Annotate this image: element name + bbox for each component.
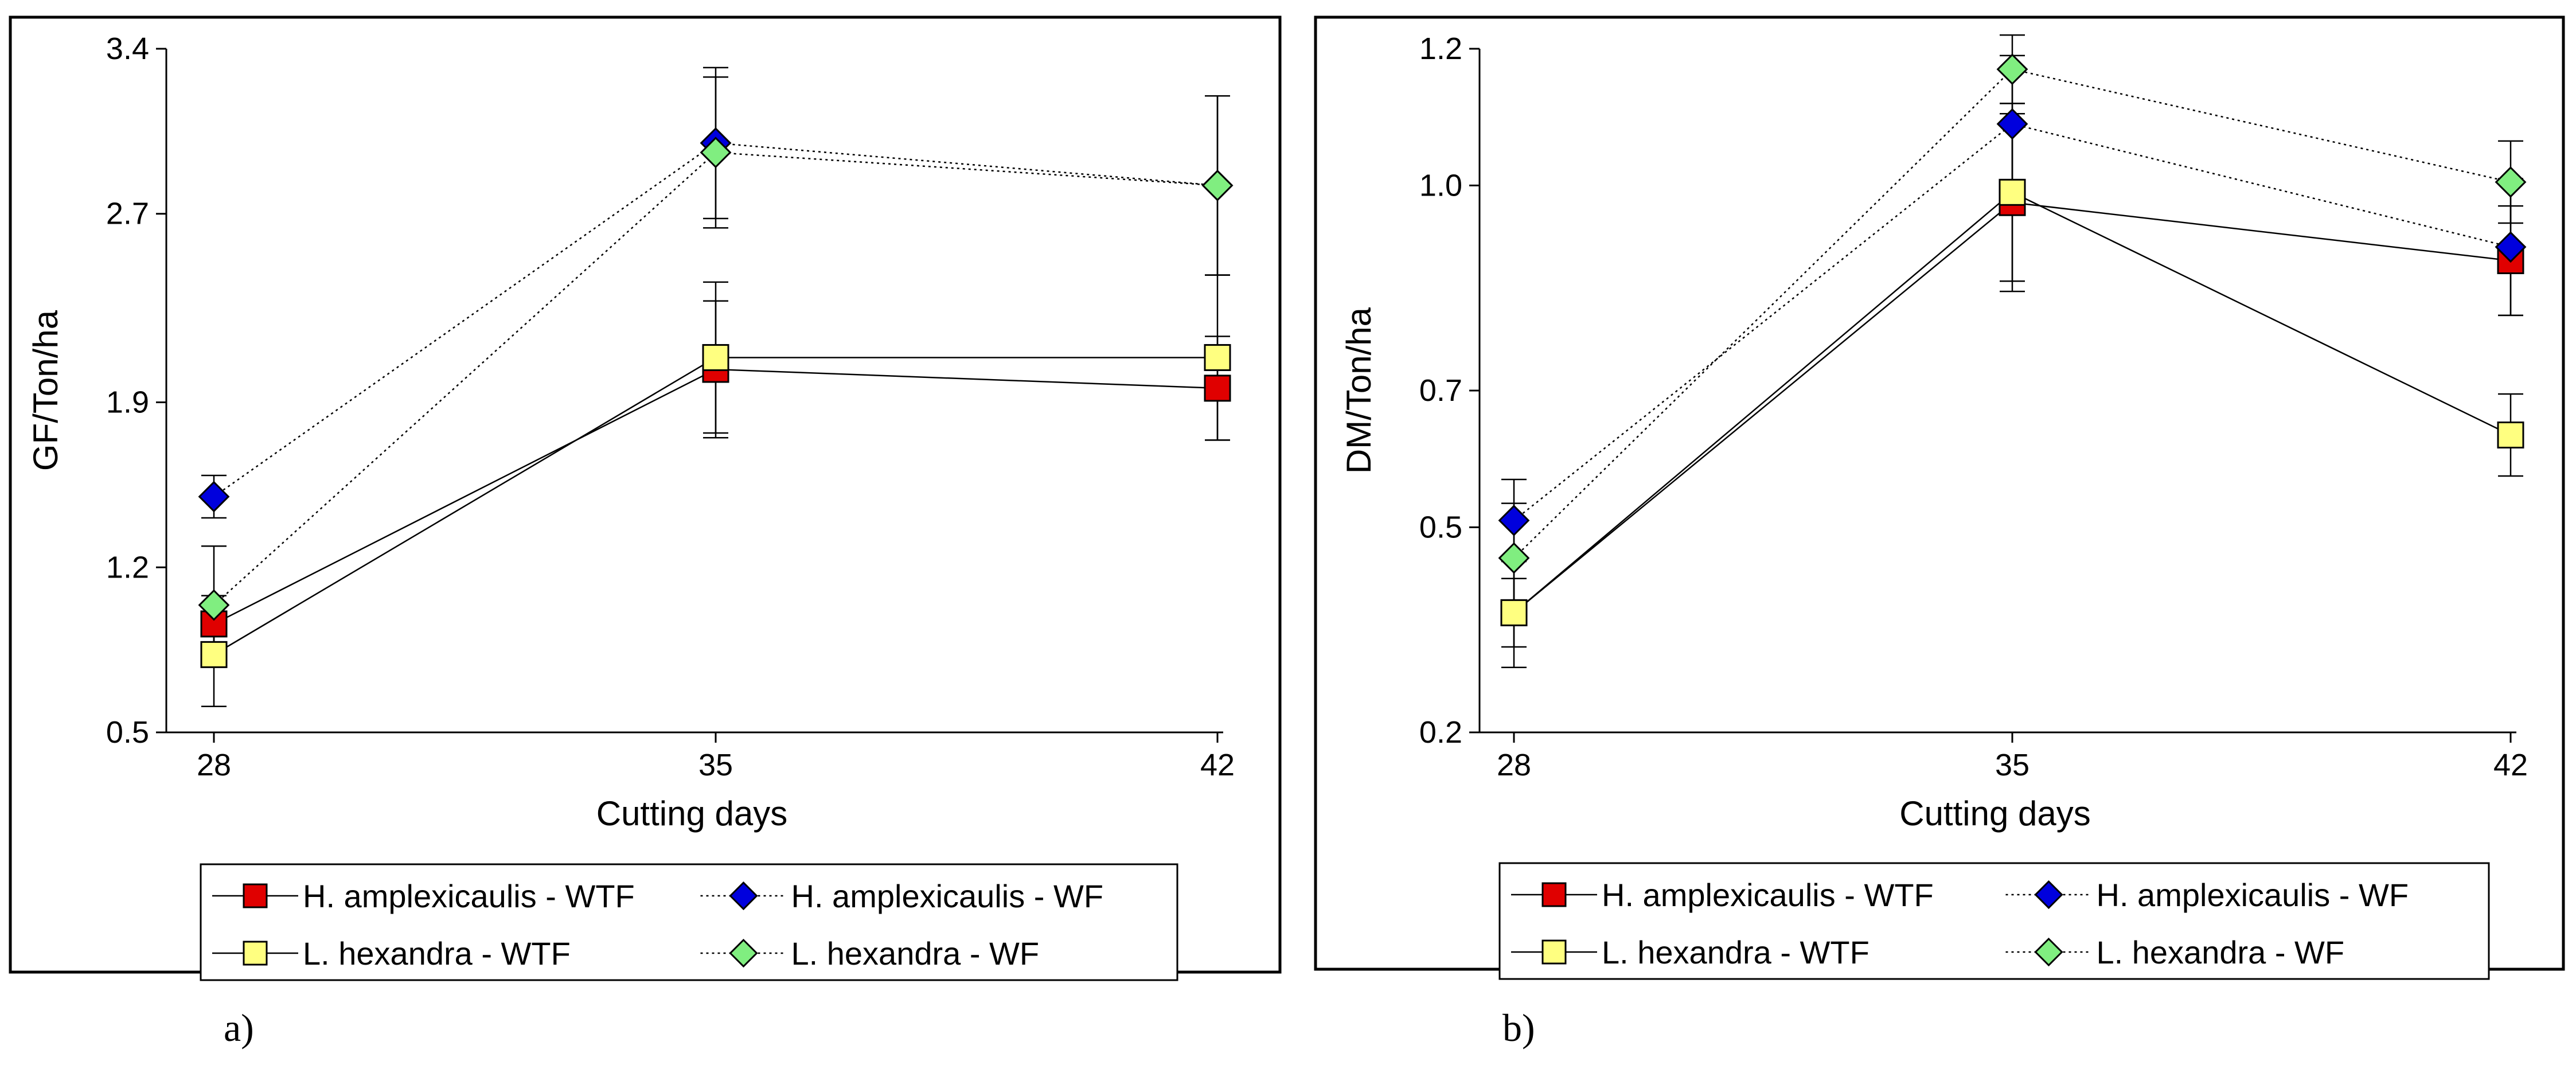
legend-marker [243,941,268,966]
legend-marker [729,938,758,968]
legend-marker [1541,882,1567,907]
data-point [2497,421,2524,448]
x-axis-title: Cutting days [596,794,788,833]
data-point [1201,169,1234,201]
x-tick-label: 42 [2493,748,2528,782]
data-point [1204,374,1231,402]
y-axis-title: DM/Ton/ha [1340,307,1378,474]
x-tick-label: 28 [197,748,231,782]
data-point [198,589,230,621]
data-point [1996,108,2028,140]
legend-label: L. hexandra - WTF [1602,934,1869,970]
y-tick-label: 0.7 [1419,373,1462,408]
panel-a-chart: 0.5 1.2 1.9 2.7 3.4 28 35 42 Cutting days GF/Ton/… [9,15,1282,1050]
series-line [1513,68,2511,559]
y-tick-label: 0.2 [1419,715,1462,750]
data-point [700,136,732,169]
x-tick-label: 35 [698,748,733,782]
panel-b-chart: 0.2 0.5 0.7 1.0 1.2 28 35 42 Cutting days DM/Ton/… [1314,15,2565,1050]
y-tick-label: 2.7 [106,197,149,231]
legend-marker [2034,937,2063,967]
y-tick-label: 1.0 [1419,168,1462,202]
y-tick-label: 1.9 [106,385,149,420]
x-tick-label: 42 [1200,748,1235,782]
y-tick-label: 3.4 [106,32,149,66]
legend-marker [729,881,758,911]
y-tick-label: 0.5 [1419,510,1462,544]
legend-box [200,863,1178,981]
data-point [2495,231,2527,263]
panel-label: a) [224,1006,254,1050]
data-point [198,481,230,513]
legend-marker [2034,880,2063,910]
legend-box [1498,862,2490,980]
data-point [702,344,729,371]
data-point [1996,53,2028,85]
data-point [1999,178,2026,206]
legend-label: H. amplexicaulis - WF [2097,877,2409,913]
x-tick-label: 28 [1497,748,1531,782]
data-point [1500,599,1528,626]
series-line [213,151,1218,606]
y-tick-label: 1.2 [1419,32,1462,66]
y-axis-title: GF/Ton/ha [26,310,65,471]
x-tick-label: 35 [1995,748,2029,782]
data-point [1204,344,1231,371]
legend-label: L. hexandra - WTF [303,935,571,972]
data-point [2495,166,2527,198]
legend-label: H. amplexicaulis - WTF [1602,877,1934,913]
legend-label: L. hexandra - WF [791,935,1040,972]
legend-label: L. hexandra - WF [2097,934,2345,970]
legend-marker [243,883,268,908]
legend-label: H. amplexicaulis - WF [791,878,1104,914]
data-point [200,641,228,668]
data-point [1498,505,1530,536]
y-tick-label: 1.2 [106,550,149,584]
y-tick-label: 0.5 [106,715,149,750]
data-point [1498,542,1530,574]
panel-label: b) [1502,1006,1535,1050]
legend-label: H. amplexicaulis - WTF [303,878,635,914]
x-axis-title: Cutting days [1899,794,2091,833]
legend-marker [1541,939,1567,965]
